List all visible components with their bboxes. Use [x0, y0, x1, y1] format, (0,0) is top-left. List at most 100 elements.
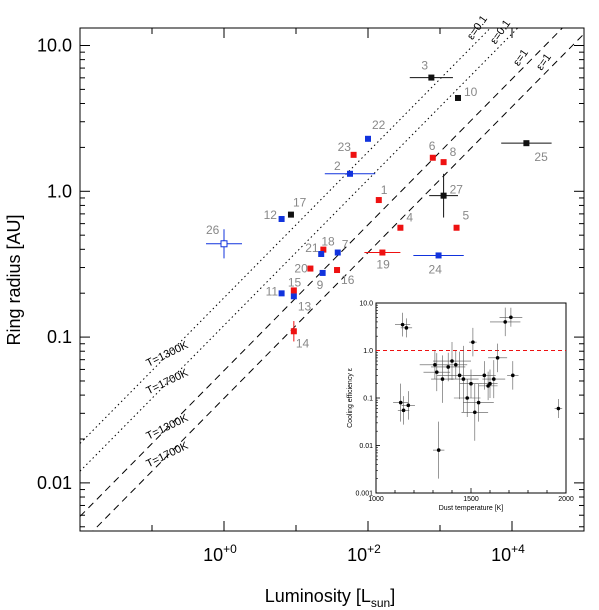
inset-data-point: [482, 373, 487, 378]
data-point: [347, 170, 353, 177]
temperature-label: T=1300K: [144, 339, 190, 370]
data-point: [397, 224, 404, 231]
data-point: [334, 267, 341, 274]
inset-data-point: [556, 406, 561, 411]
epsilon-label: ε=1: [534, 52, 554, 73]
inset-y-tick-label: 0.1: [363, 396, 373, 403]
inset-data-point: [440, 377, 445, 381]
cooling-efficiency-inset: 1000 1500 2000 0.001 0.01 0.1 1.0 10.0 Dust temp…: [347, 301, 574, 513]
x-tick-label: 10+2: [347, 542, 381, 565]
point-label: 15: [288, 275, 302, 289]
data-point: [453, 224, 460, 231]
x-tick-label-exp: +2: [367, 542, 381, 556]
y-axis-label: Ring radius [AU]: [4, 214, 24, 345]
inset-x-tick-label: 1000: [368, 496, 384, 503]
data-point: [319, 269, 326, 276]
inset-data-point: [398, 400, 403, 405]
point-label: 23: [338, 140, 352, 154]
point-label: 9: [317, 278, 324, 292]
inset-data-point: [488, 381, 492, 386]
inset-data-point: [469, 381, 473, 386]
data-point: [307, 265, 314, 272]
data-point: [278, 215, 285, 222]
inset-data-point: [457, 373, 462, 378]
point-label: 5: [463, 209, 470, 223]
data-point: [379, 249, 386, 256]
y-tick-label: 10.0: [37, 35, 72, 55]
temperature-label: T=1300K: [144, 412, 190, 443]
inset-data-point: [400, 322, 405, 327]
point-label: 3: [421, 59, 428, 73]
inset-data-point: [450, 359, 454, 363]
x-axis-label-close: ]: [390, 586, 395, 606]
inset-data-point: [495, 356, 500, 360]
point-label: 16: [341, 273, 355, 287]
inset-data-point: [465, 396, 470, 400]
point-label: 26: [206, 223, 220, 237]
inset-data-point: [461, 377, 466, 381]
inset-data-point: [435, 370, 439, 374]
x-axis-label-main: Luminosity [L: [265, 586, 371, 606]
inset-data-point: [492, 377, 496, 381]
point-label: 4: [406, 211, 413, 225]
inset-data-point: [436, 448, 441, 452]
x-tick-label: 10+0: [203, 542, 237, 565]
y-tick-label: 0.1: [47, 327, 72, 347]
data-point: [290, 287, 297, 294]
inset-data-point: [404, 326, 409, 330]
point-label: 6: [429, 139, 436, 153]
inset-x-tick-label: 2000: [558, 496, 574, 503]
inset-data-point: [509, 315, 513, 320]
data-point: [523, 140, 530, 147]
x-tick-label: 10+4: [491, 542, 525, 565]
point-label: 24: [429, 262, 443, 276]
x-tick-label-exp: +4: [511, 542, 525, 556]
data-point: [278, 290, 285, 297]
epsilon-label: ε=1: [511, 47, 531, 68]
point-label: 17: [293, 196, 307, 210]
temperature-label: T=1700K: [144, 367, 190, 398]
data-point: [428, 74, 435, 81]
point-label: 18: [321, 235, 335, 249]
point-label: 20: [294, 262, 308, 276]
data-point: [375, 197, 382, 204]
inset-data-point: [401, 408, 406, 413]
inset-data-point: [473, 410, 477, 415]
inset-data-point: [471, 340, 475, 344]
data-point: [455, 94, 461, 101]
point-label: 10: [464, 85, 478, 99]
inset-y-tick-label: 1.0: [363, 348, 373, 355]
data-point: [290, 293, 297, 300]
point-label: 13: [298, 299, 312, 313]
data-point-open: [220, 240, 228, 248]
inset-y-axis-label: Cooling efficiency ε: [347, 368, 354, 428]
point-label: 21: [305, 241, 319, 255]
x-axis-label-sub: sun: [371, 596, 390, 610]
inset-data-point: [511, 373, 515, 378]
inset-x-axis-label: Dust temperature [K]: [439, 505, 504, 512]
inset-data-point: [433, 362, 437, 367]
point-label: 25: [534, 150, 548, 164]
point-label: 7: [342, 238, 349, 252]
point-label: 8: [450, 145, 457, 159]
inset-data-point: [446, 365, 451, 369]
inset-y-tick-label: 0.01: [359, 443, 373, 450]
data-point: [429, 154, 436, 161]
x-tick-label-base: 10: [203, 545, 223, 565]
x-axis-label: Luminosity [Lsun]: [265, 586, 395, 610]
data-point: [350, 151, 357, 158]
point-label: 14: [296, 336, 310, 350]
data-point: [290, 328, 297, 335]
epsilon-label: ε=0.1: [488, 18, 513, 47]
inset-y-tick-label: 0.001: [355, 491, 373, 498]
inset-data-point: [476, 400, 481, 405]
point-label: 19: [376, 258, 390, 272]
inset-data-point: [406, 403, 411, 408]
inset-data-point: [454, 362, 458, 367]
inset-y-tick-label: 10.0: [359, 301, 373, 308]
point-label: 1: [381, 183, 388, 197]
data-point: [435, 252, 442, 259]
inset-data-point: [503, 320, 508, 324]
y-tick-label: 1.0: [47, 181, 72, 201]
x-tick-label-exp: +0: [223, 542, 237, 556]
